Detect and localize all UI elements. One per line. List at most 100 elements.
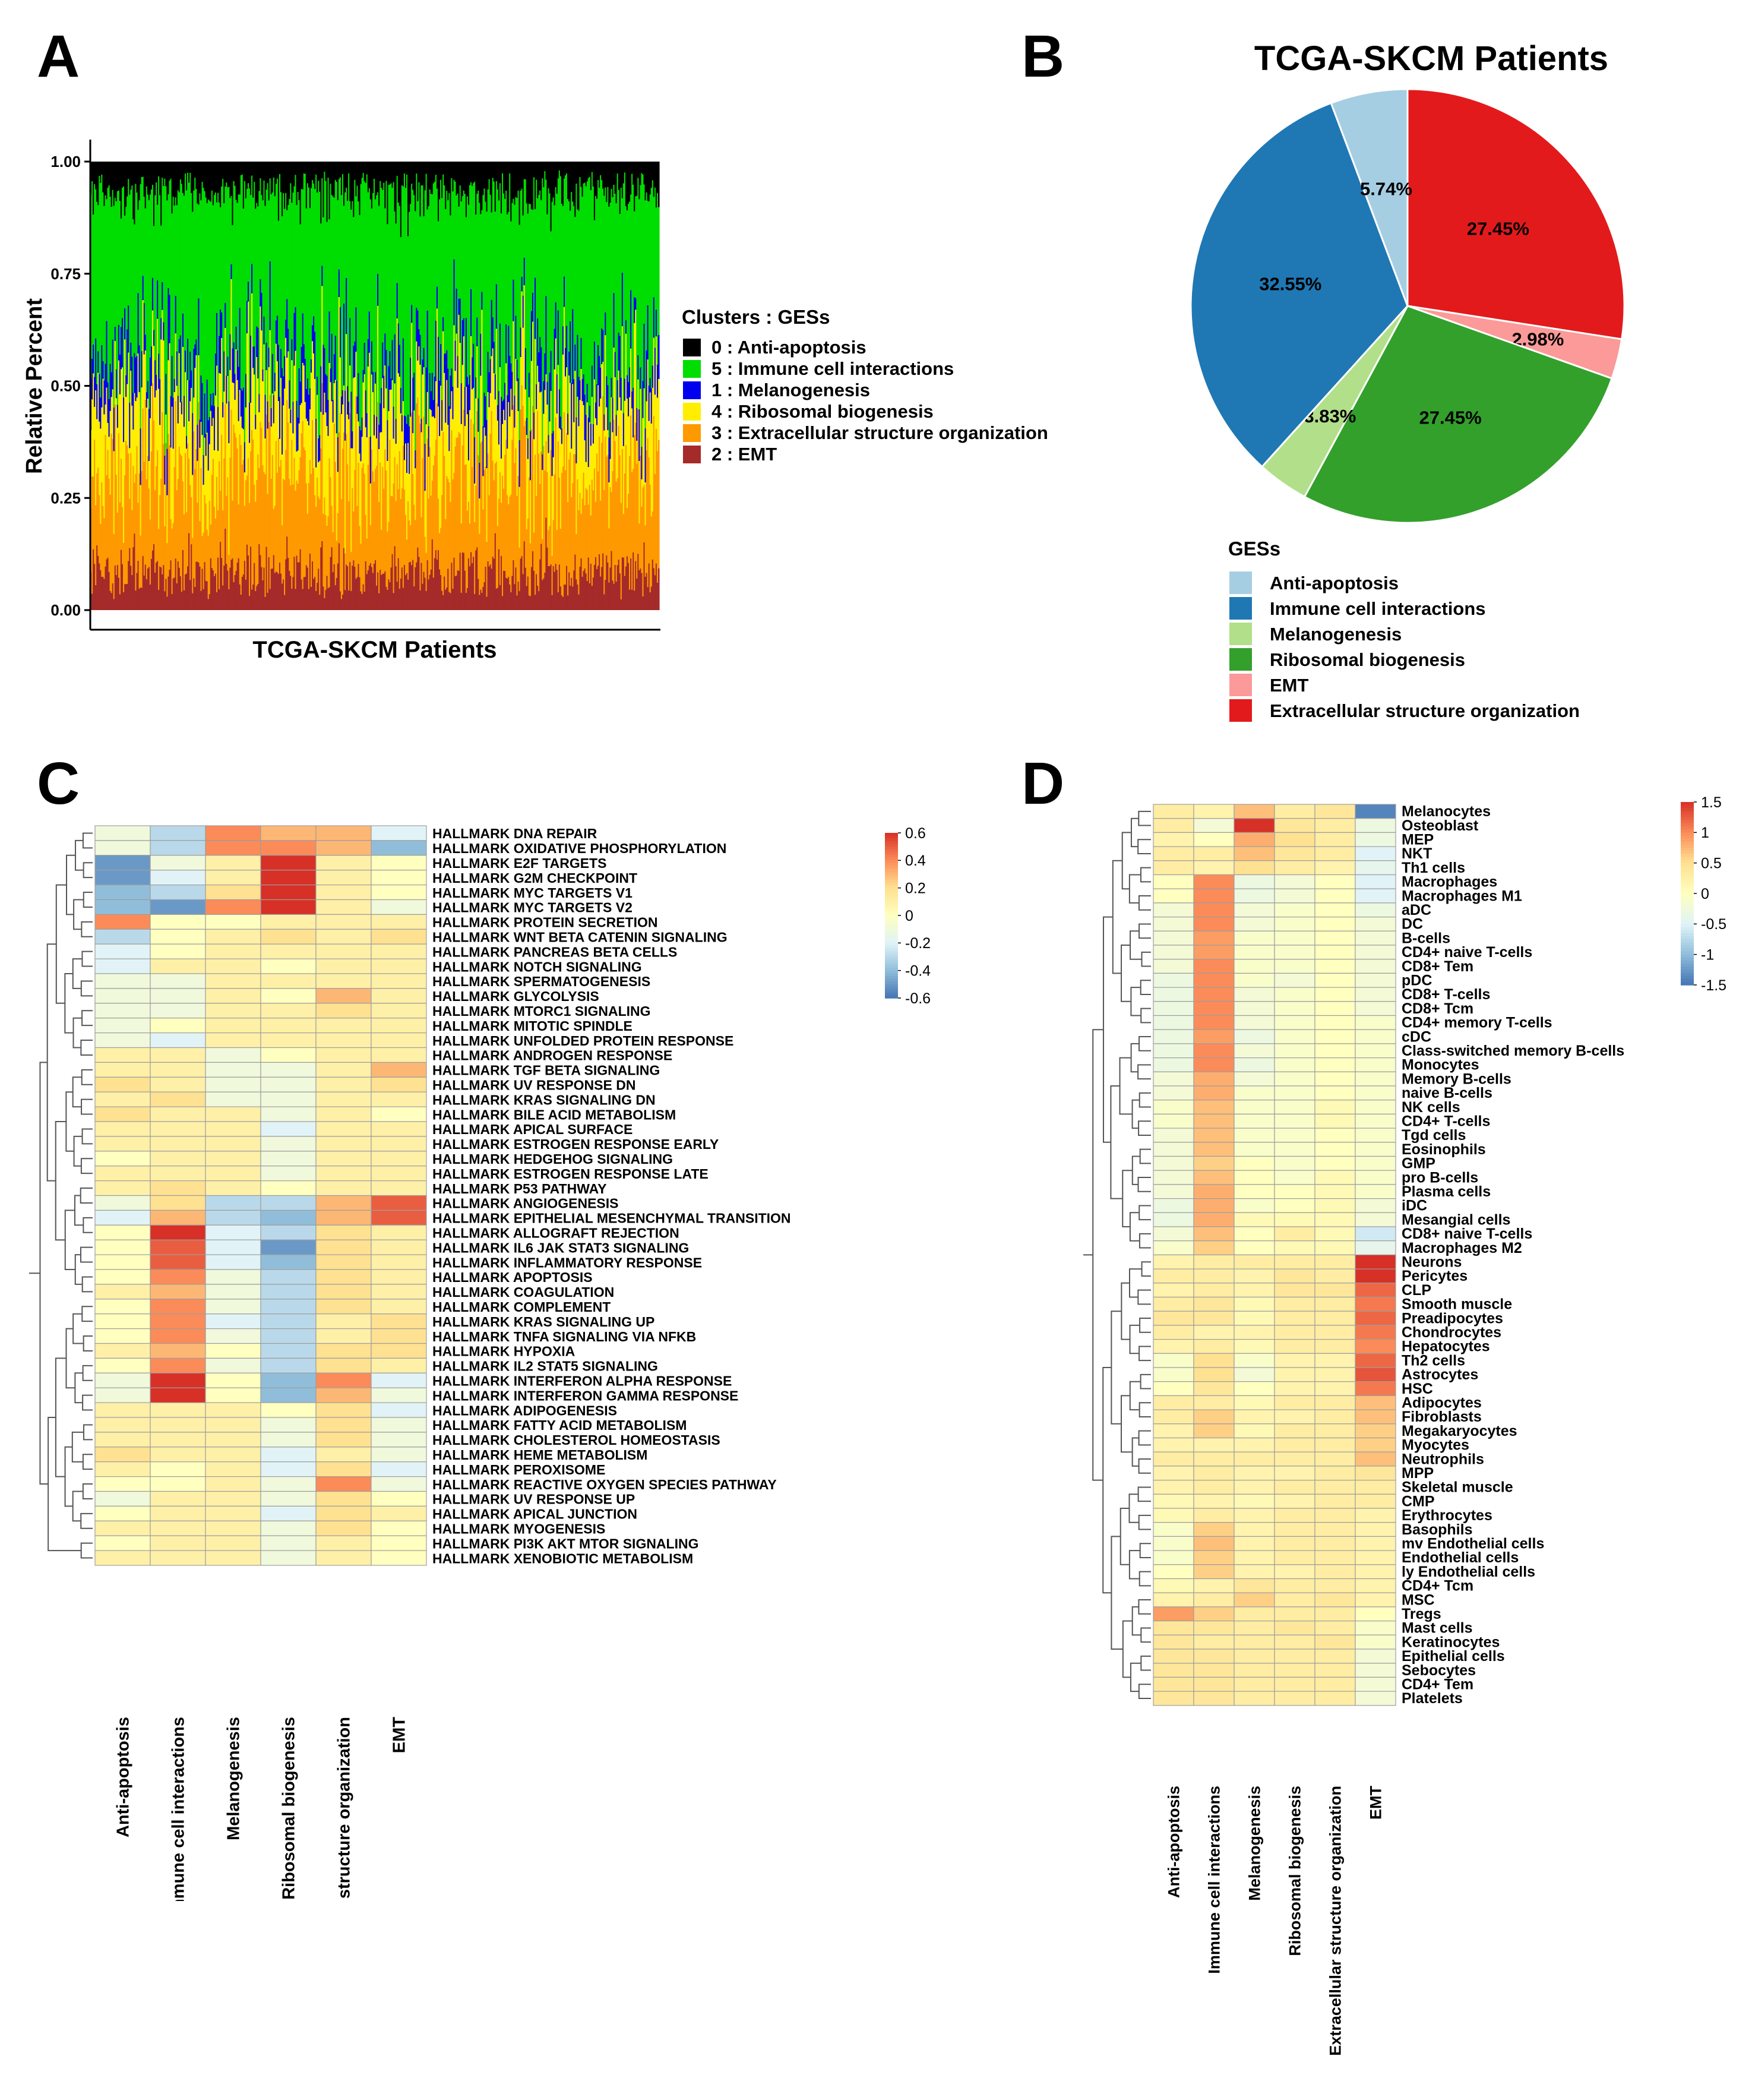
heatmap-cell [1314,1634,1356,1650]
x-axis-label: TCGA-SKCM Patients [252,637,496,663]
bar-segment [463,318,465,337]
bar-segment [507,214,508,396]
bar-segment [464,570,466,610]
bar-segment [346,334,347,434]
bar-segment [184,372,186,453]
bar-segment [162,574,163,610]
heatmap-cell [260,1328,317,1344]
bar-segment [285,559,287,610]
dendrogram-branch [1112,860,1122,974]
bar-segment [102,192,105,361]
bar-segment [498,391,500,445]
bar-segment [388,185,390,367]
bar-segment [135,473,137,591]
bar-segment [646,350,648,402]
bar-segment [612,197,614,398]
heatmap-cell [150,1018,206,1034]
bar-segment [609,203,612,422]
bar-segment [536,384,537,409]
bar-segment [296,555,298,610]
bar-segment [371,374,373,450]
heatmap-cell [260,1490,317,1507]
bar-segment [429,372,431,409]
heatmap-cell [1355,1155,1396,1171]
bar-segment [630,558,632,610]
legend-swatch [683,339,701,356]
bar-segment [616,478,619,566]
heatmap-cell [1234,1508,1275,1523]
bar-segment [422,185,424,359]
heatmap-cell [205,914,261,930]
bar-segment [154,162,156,195]
bar-segment [175,197,177,296]
bar-segment [556,530,558,570]
column-label: Ribosomal biogenesis [280,1717,299,1900]
bar-segment [256,326,258,357]
bar-segment [208,594,211,610]
bar-segment [238,421,240,504]
heatmap-cell [315,1269,372,1285]
bar-segment [529,431,532,481]
heatmap-cell [1234,1381,1275,1396]
bar-segment [360,184,362,431]
bar-segment [164,162,166,179]
heatmap-cell [260,1476,317,1492]
bar-segment [164,456,166,485]
bar-segment [400,579,402,610]
bar-segment [554,369,556,475]
bar-segment [571,449,573,497]
bar-segment [367,339,369,367]
bar-segment [637,554,639,610]
row-label: HALLMARK OXIDATIVE PHOSPHORYLATION [432,841,726,856]
bar-segment [622,183,625,413]
colorbar-step [885,852,898,855]
bar-segment [273,509,275,555]
bar-segment [107,187,109,383]
bar-segment [277,220,280,345]
slice-label: 27.45% [1419,407,1482,428]
heatmap-cell [1274,1085,1315,1101]
heatmap-cell [1355,1451,1396,1467]
row-label: CD4+ Tcm [1402,1578,1473,1594]
heatmap-cell [315,914,372,930]
heatmap-cell [205,899,261,915]
bar-segment [523,257,526,286]
bar-segment [424,536,426,578]
bar-segment [521,385,523,557]
dendrogram-branch [83,1424,93,1441]
bar-segment [254,374,255,485]
bar-segment [367,367,369,465]
bar-segment [495,329,498,462]
bar-segment [466,510,469,588]
heatmap-cell [94,1387,151,1403]
bar-segment [549,421,551,526]
bar-segment [94,184,96,377]
bar-segment [169,570,171,610]
bar-segment [587,178,590,418]
heatmap-cell [1153,804,1194,819]
bar-segment [301,403,303,434]
bar-segment [228,554,230,589]
dendrogram-branch [1129,1324,1140,1354]
bar-segment [183,427,185,514]
dendrogram-branch [80,980,93,997]
bar-segment [546,381,549,405]
bar-segment [529,480,532,544]
heatmap-cell [1234,818,1275,833]
dendrogram-branch [1139,1036,1151,1051]
bar-segment [113,162,115,206]
heatmap-cell [315,943,372,959]
bar-segment [508,576,510,610]
bar-segment [175,162,177,198]
bar-segment [381,162,382,188]
heatmap-cell [205,973,261,989]
bar-segment [487,453,489,561]
bar-segment [454,181,457,341]
heatmap-cell [205,1284,261,1300]
heatmap-cell [1234,1691,1275,1706]
heatmap-cell [1234,945,1275,960]
bar-segment [205,580,207,610]
bar-segment [227,162,229,188]
dendrogram-branch [82,832,93,849]
row-label: Skeletal muscle [1402,1479,1513,1496]
